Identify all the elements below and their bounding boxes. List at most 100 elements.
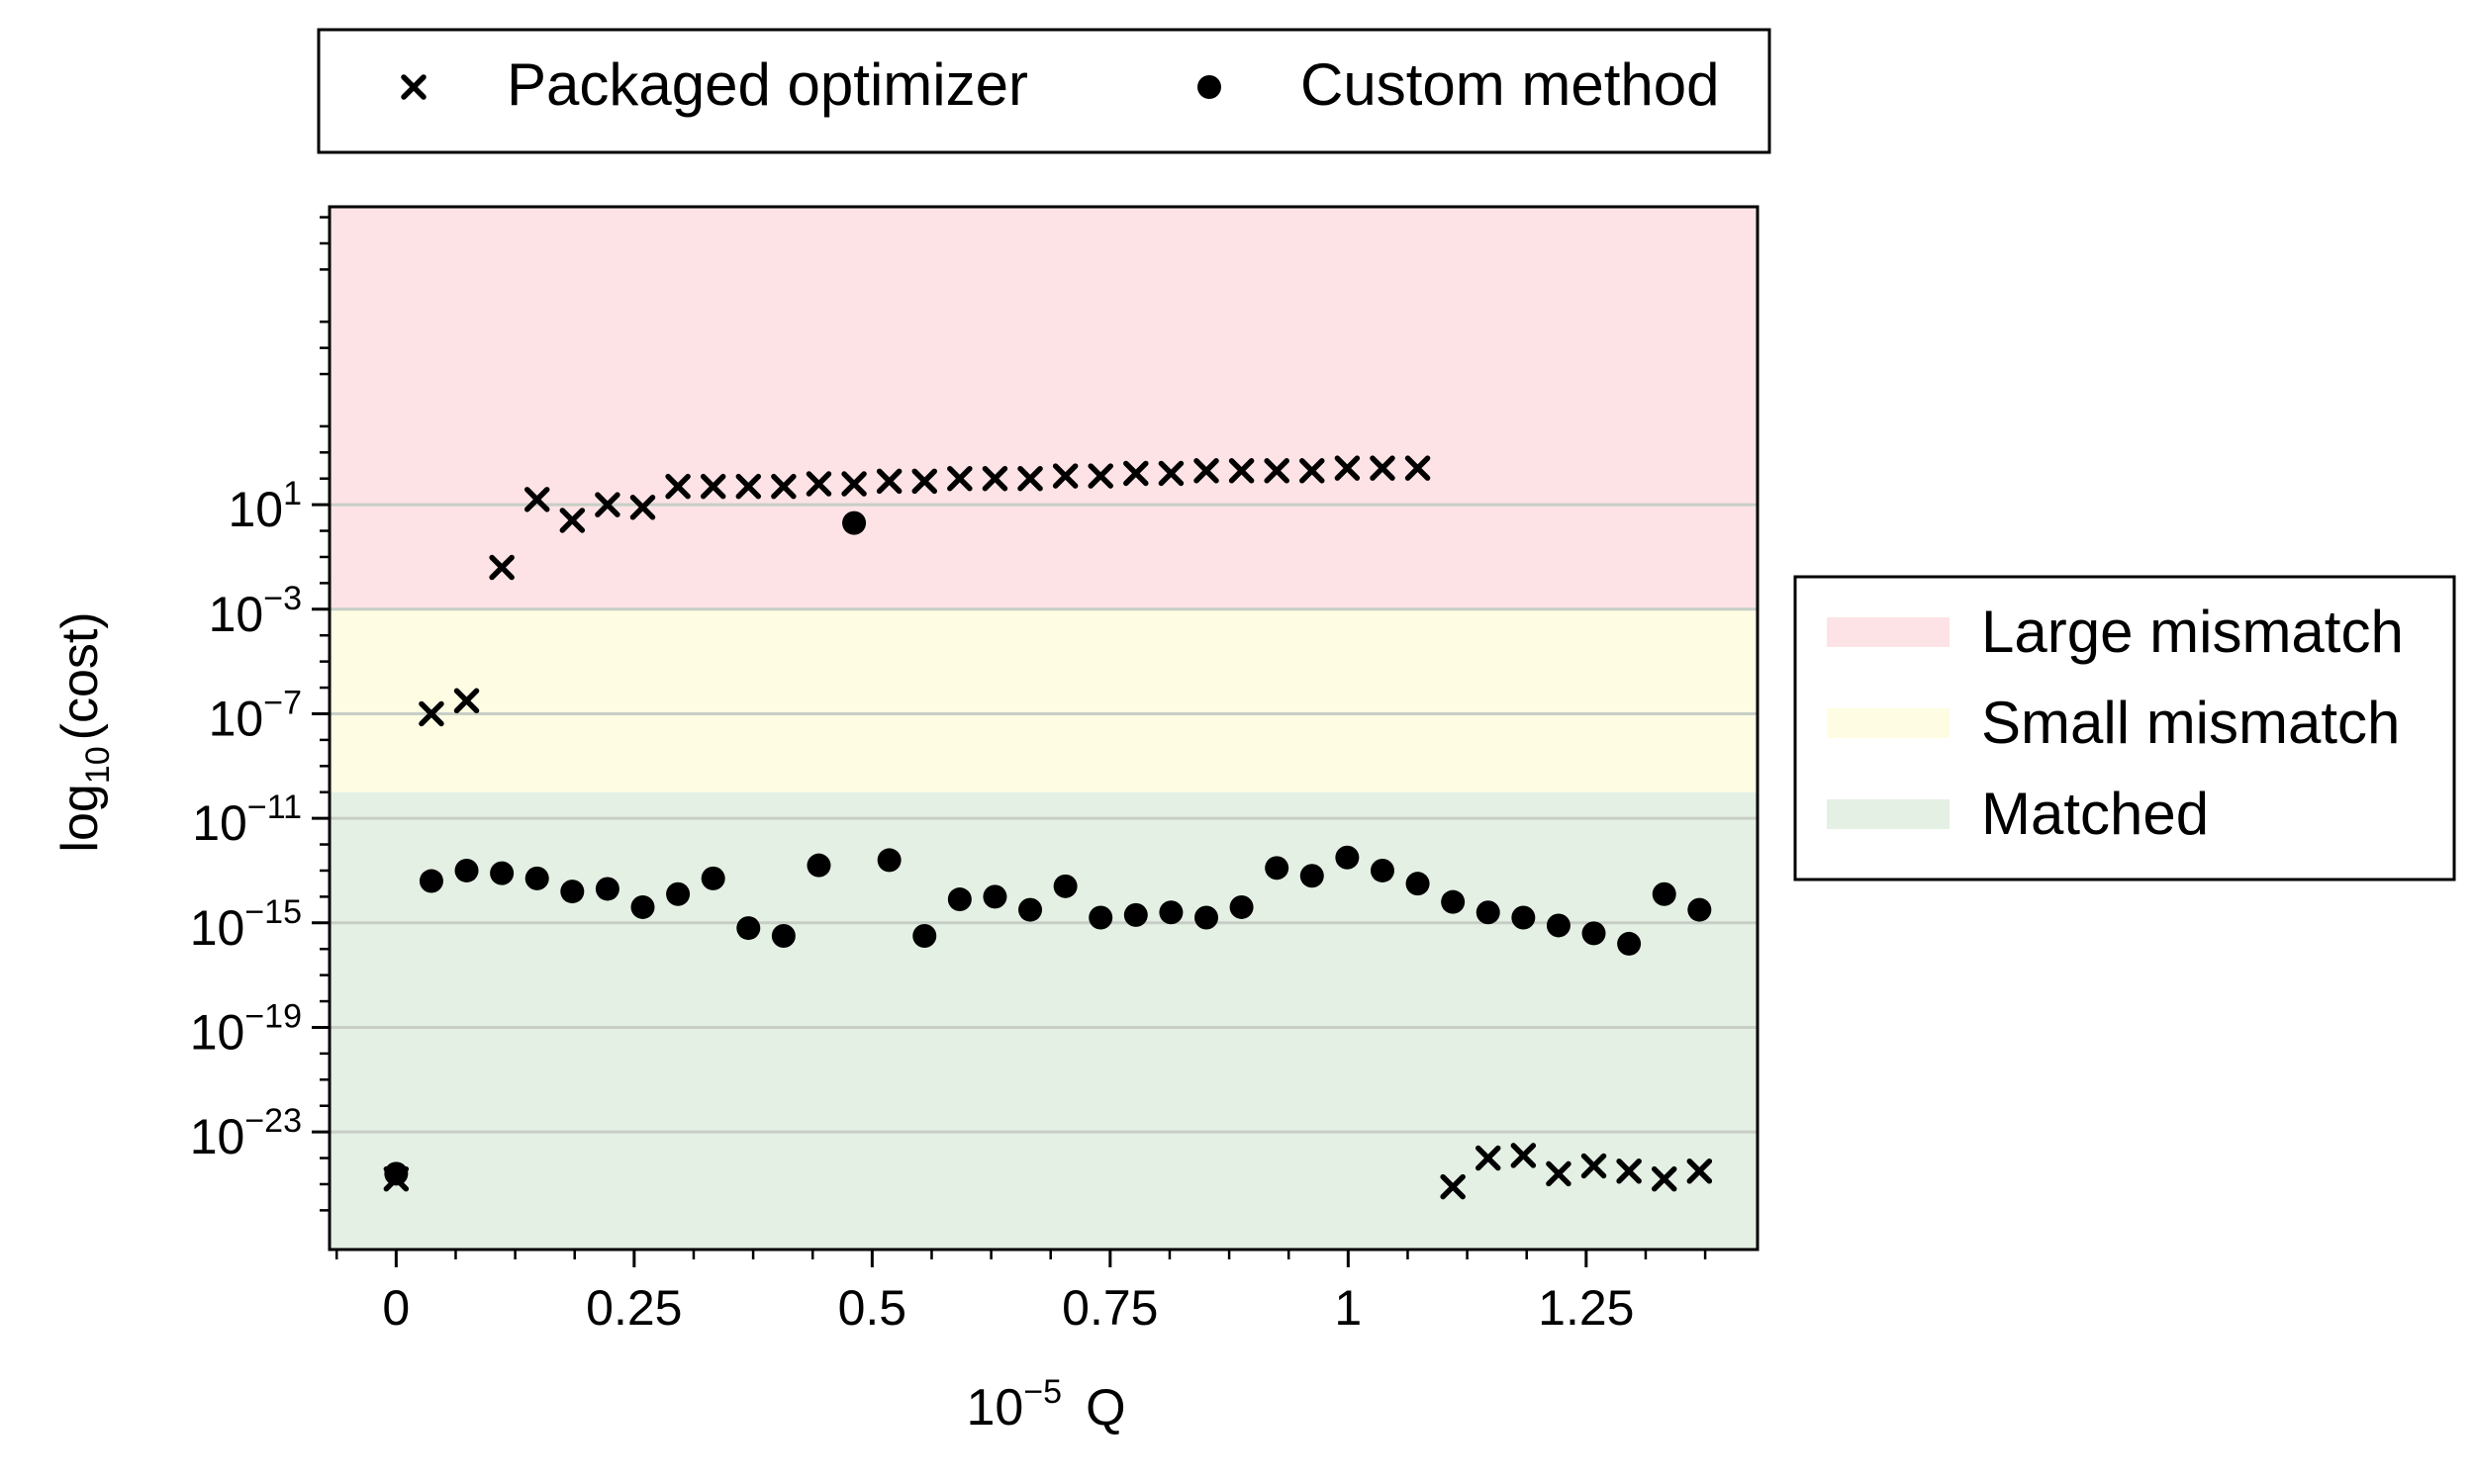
dot-marker-point [666,881,691,906]
x-marker-point [700,473,726,500]
x-tick-label: 0.25 [586,1280,682,1336]
grid-lines [330,503,1758,1134]
dot-marker-point [1546,913,1570,938]
x-marker-point [841,471,867,497]
band-matched [330,791,1758,1250]
x-marker-point [489,554,515,581]
x-tick-label: 0.75 [1062,1280,1158,1336]
dot-marker-point [419,869,443,893]
x-marker-point [982,465,1008,492]
dot-marker-point [1123,902,1148,927]
x-marker-point [419,700,444,727]
x-marker-point [453,688,480,714]
y-tick-label: 10−23 [190,1102,302,1164]
y-tick-label: 10−19 [190,997,302,1060]
legend-label-small-mismatch: Small mismatch [1981,690,2400,756]
dot-marker-point [1405,872,1430,896]
legend-x-marker-icon [401,74,427,100]
dot-marker-point [983,884,1007,909]
x-marker-point [1299,458,1325,484]
legend-label-packaged-optimizer: Packaged optimizer [507,51,1028,118]
dot-marker-point [1370,858,1394,882]
x-marker-point [1651,1165,1677,1192]
x-marker-point [1228,458,1255,484]
x-axis-label: Q [1086,1379,1125,1437]
y-tick-label: 10−3 [209,580,302,642]
band-small-mismatch [330,608,1758,792]
legend-swatch-large-mismatch [1827,617,1950,647]
x-tick-label: 0 [382,1280,410,1336]
y-label-prefix: log [51,784,109,852]
dot-marker-point [454,858,479,882]
legend-x-marker [401,74,427,100]
legend-dot-marker-icon [1197,75,1221,99]
dot-marker-point [771,924,796,949]
x-marker-point [523,487,550,512]
x-marker-point [1334,455,1361,481]
x-marker-point [1404,455,1431,481]
dot-marker-point [1299,864,1324,888]
x-tick-label: 1 [1334,1280,1362,1336]
x-marker-point [1370,455,1395,481]
plot-frame [328,205,1760,1252]
marker-legend: Packaged optimizer Custom method [317,28,1771,154]
y-tick-label: 101 [228,475,302,537]
x-marker-point [1193,458,1219,484]
dot-marker-point [560,880,585,904]
dot-marker-point [1581,921,1606,946]
dot-marker-point [384,1161,409,1186]
svg-text:10−5Q: 10−5 Q [966,1373,1125,1437]
legend-swatch-small-mismatch [1827,708,1950,738]
x-marker-point [665,473,691,500]
y-tick-label: 10−7 [209,684,302,746]
dot-marker-point [490,861,515,885]
dot-marker-point [1194,905,1219,930]
x-axis: 0 0.25 0.5 0.75 1 1.25 [334,1250,1707,1336]
x-marker-point [876,468,903,495]
dot-marker-point [1441,889,1466,914]
dot-marker-point [1335,845,1360,870]
x-marker-point [1616,1159,1642,1184]
x-marker-point [1123,460,1149,487]
dot-marker-point [1018,897,1043,922]
x-scale-exponent: −5 [1023,1373,1062,1411]
dot-marker-point [524,866,549,890]
dot-marker-point [736,916,761,941]
dot-marker-point [947,887,972,912]
dot-marker-point [1159,900,1184,925]
x-marker-point [771,473,797,500]
y-tick-label: 10−11 [192,788,302,851]
data-points [383,455,1713,1200]
x-marker-point [1686,1159,1713,1184]
x-marker-point [1264,458,1289,484]
legend-label-large-mismatch: Large mismatch [1981,599,2404,665]
dot-marker-point [1475,900,1500,925]
x-marker-point [1440,1173,1466,1200]
dot-marker-point [701,866,725,890]
y-label-suffix: (cost) [51,611,109,740]
dot-marker-point [842,510,867,535]
svg-text:log10(cost): log10 (cost) [51,611,117,852]
legend-label-custom-method: Custom method [1300,51,1720,118]
band-legend: Large mismatch Small mismatch Matched [1793,575,2456,881]
x-marker-point [1510,1143,1537,1168]
x-marker-point [559,508,586,533]
x-marker-point [595,492,620,517]
dot-marker-point [912,924,937,949]
dot-marker-point [1089,905,1113,930]
dot-marker-point [630,894,655,919]
dot-marker-point [807,853,831,878]
dot-marker-point [1229,894,1254,919]
legend-label-matched: Matched [1981,781,2209,847]
x-marker-point [735,473,762,500]
x-marker-point [911,468,937,495]
legend-swatch-matched [1827,799,1950,829]
dot-marker-point [1053,874,1078,898]
x-axis-title: 10−5 Q [966,1373,1125,1437]
x-marker-point [1017,465,1043,492]
dot-marker-point [1511,905,1536,930]
x-marker-point [629,495,656,520]
y-axis: 101 10−3 10−7 10−11 10−15 10−19 10−23 [190,216,330,1212]
dot-marker-point [595,877,619,901]
